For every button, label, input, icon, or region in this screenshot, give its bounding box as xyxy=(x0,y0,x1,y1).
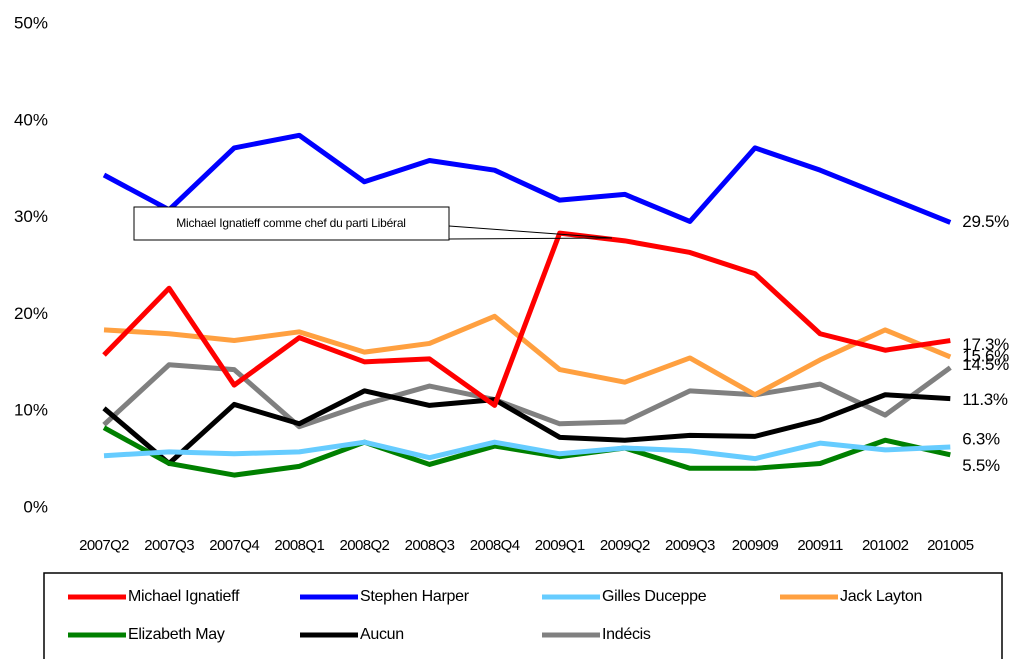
y-tick-label: 10% xyxy=(14,401,48,420)
data-label: 6.3% xyxy=(962,430,1000,449)
legend-label: Elizabeth May xyxy=(128,626,225,643)
x-tick-label: 2009Q2 xyxy=(600,537,650,554)
data-label: 14.5% xyxy=(962,355,1009,374)
series-line xyxy=(102,230,951,408)
annotation-box xyxy=(133,206,450,241)
y-tick-label: 30% xyxy=(14,207,48,226)
y-tick-label: 0% xyxy=(23,497,48,516)
y-tick-label: 40% xyxy=(14,110,48,129)
x-tick-label: 2008Q3 xyxy=(405,537,455,554)
series-line xyxy=(102,132,952,225)
series-line xyxy=(102,425,951,478)
legend-label: Indécis xyxy=(602,626,651,643)
legend-label: Michael Ignatieff xyxy=(128,588,240,605)
series-line xyxy=(103,313,952,398)
data-label: 17.3% xyxy=(962,335,1009,354)
data-label: 5.5% xyxy=(962,456,1000,475)
data-label: 29.5% xyxy=(962,212,1009,231)
series-line xyxy=(103,439,951,462)
legend-label: Stephen Harper xyxy=(360,588,470,605)
legend xyxy=(43,572,1003,664)
data-label: 11.3% xyxy=(962,390,1008,409)
x-tick-label: 2007Q2 xyxy=(79,537,129,554)
x-tick-label: 200911 xyxy=(797,537,843,554)
annotation-leader xyxy=(448,237,613,240)
legend-label: Gilles Duceppe xyxy=(602,588,707,605)
x-tick-label: 200909 xyxy=(732,537,779,554)
x-tick-label: 2007Q3 xyxy=(144,537,194,554)
x-tick-label: 201005 xyxy=(927,537,974,554)
y-tick-label: 20% xyxy=(14,304,48,323)
series-line xyxy=(102,388,951,466)
annotation: Michael Ignatieff comme chef du parti Li… xyxy=(176,216,406,230)
x-tick-label: 2008Q4 xyxy=(470,537,520,554)
x-tick-label: 2008Q1 xyxy=(274,537,324,554)
y-tick-label: 50% xyxy=(14,13,48,32)
legend-label: Jack Layton xyxy=(840,588,922,605)
x-tick-label: 2009Q3 xyxy=(665,537,715,554)
data-label: 15.6% xyxy=(962,346,1009,365)
x-tick-label: 201002 xyxy=(862,537,909,554)
annotation-leader xyxy=(448,225,613,239)
x-tick-label: 2008Q2 xyxy=(340,537,390,554)
x-tick-label: 2009Q1 xyxy=(535,537,585,554)
x-tick-label: 2007Q4 xyxy=(209,537,259,554)
legend-label: Aucun xyxy=(360,626,404,643)
